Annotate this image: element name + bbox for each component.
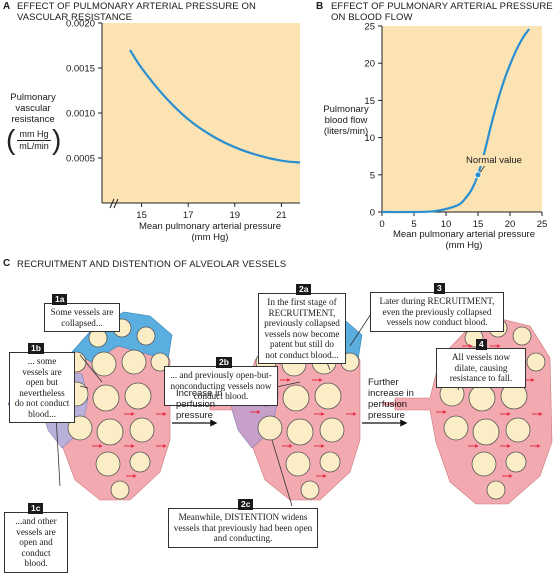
panel-b-ytick-label: 0 [370, 208, 375, 219]
callout-2a-text: In the first stage of RECRUITMENT, previ… [264, 297, 340, 360]
arrow-1-line3: pressure [176, 410, 213, 421]
callout-1b: ... some vessels are open but neverthele… [9, 352, 75, 423]
callout-1a-text: Some vessels are collapsed... [50, 307, 114, 328]
panel-b-ylabel-line2: blood flow [324, 115, 368, 126]
panel-b-ylabel: Pulmonary blood flow (liters/min) [318, 104, 374, 137]
badge-1c: 1c [28, 503, 44, 514]
callout-2c: Meanwhile, DISTENTION widens vessels tha… [168, 508, 318, 548]
arrow-1-line1: Increase in [176, 388, 223, 399]
panel-b-ytick-label: 15 [364, 96, 375, 107]
panel-b-ytick-label: 10 [364, 133, 375, 144]
panel-a-ytick-label: 0.0010 [66, 109, 95, 120]
panel-b-xlabel-line1: Mean pulmonary arterial pressure [392, 229, 536, 240]
panel-a-ylabel-line3: resistance [11, 114, 55, 125]
panel-b-letter: B [316, 1, 324, 12]
panel-a-xtick-label: 17 [183, 210, 194, 221]
badge-2a: 2a [296, 284, 312, 295]
arrow-2-line4: pressure [368, 410, 405, 421]
panel-b-ytick-label: 5 [370, 170, 375, 181]
panel-a-ytick-label: 0.0020 [66, 19, 95, 30]
flow-arrows-stage-1 [92, 412, 167, 478]
panel-a-title-line2: VASCULAR RESISTANCE [17, 12, 133, 23]
arrow-1-line2: perfusion [176, 399, 216, 410]
panel-a-letter: A [3, 1, 11, 12]
paren-left: ( [6, 124, 16, 155]
panel-b-plot-area [382, 26, 542, 212]
callout-3: Later during RECRUITMENT, even the previ… [370, 292, 504, 332]
callout-1c-text: ...and other vessels are open and conduc… [15, 516, 57, 568]
panel-a-plot-area [102, 23, 300, 203]
panel-a-xlabel-line2: (mm Hg) [191, 232, 229, 243]
panel-b-xtick-label: 25 [537, 219, 548, 230]
panel-a-chart: 0.0020 0.0015 0.0010 0.0005 15 17 19 21 [66, 19, 301, 221]
panel-a-xtick-label: 15 [136, 210, 147, 221]
panel-b-xtick-label: 5 [411, 219, 416, 230]
panel-b-title: EFFECT OF PULMONARY ARTERIAL PRESSURE ON… [331, 1, 553, 23]
panel-c-title: RECRUITMENT AND DISTENTION OF ALVEOLAR V… [17, 259, 287, 270]
panel-a-title: EFFECT OF PULMONARY ARTERIAL PRESSURE ON… [17, 1, 256, 23]
panel-a-xtick-label: 19 [229, 210, 240, 221]
panel-b-title-line1: EFFECT OF PULMONARY ARTERIAL PRESSURE [331, 1, 553, 12]
arrow-2-line3: perfusion [368, 399, 408, 410]
panel-c-letter: C [3, 258, 11, 269]
panel-b-xlabel-line2: (mm Hg) [445, 240, 483, 251]
arrow-2-line1: Further [368, 377, 399, 388]
panel-b-title-line2: ON BLOOD FLOW [331, 12, 413, 23]
panel-a-xtick-label: 21 [276, 210, 287, 221]
panel-b-xlabel: Mean pulmonary arterial pressure (mm Hg) [384, 229, 544, 251]
unit-denominator: mL/min [17, 140, 51, 152]
callout-2b: ... and previously open-but-nonconductin… [164, 366, 278, 406]
panel-a-xlabel: Mean pulmonary arterial pressure (mm Hg) [120, 221, 300, 243]
panel-b-ylabel-line3: (liters/min) [323, 126, 369, 137]
normal-value-label: Normal value [466, 155, 522, 166]
panel-b-ylabel-line1: Pulmonary [323, 104, 369, 115]
panel-a-title-line1: EFFECT OF PULMONARY ARTERIAL PRESSURE ON [17, 1, 256, 12]
panel-b-xtick-label: 20 [505, 219, 516, 230]
normal-value-point [474, 171, 482, 179]
panel-a-ylabel-line2: vascular [15, 103, 51, 114]
panel-a-ylabel: Pulmonary vascular resistance [2, 92, 64, 125]
panel-b-chart: 25 20 15 10 5 0 0 5 10 15 20 25 [364, 22, 548, 231]
badge-1a: 1a [52, 294, 68, 305]
badge-3: 3 [434, 283, 445, 294]
panel-a-ylabel-line1: Pulmonary [10, 92, 56, 103]
badge-2b: 2b [216, 357, 232, 368]
badge-2c: 2c [238, 499, 254, 510]
badge-4: 4 [476, 339, 487, 350]
arrow-2-line2: increase in [368, 388, 414, 399]
callout-2c-text: Meanwhile, DISTENTION widens vessels tha… [173, 512, 313, 543]
callout-2a: In the first stage of RECRUITMENT, previ… [258, 293, 346, 364]
panel-b-ytick-label: 25 [364, 22, 375, 33]
panel-b-xtick-label: 15 [473, 219, 484, 230]
panel-b-ytick-label: 20 [364, 59, 375, 70]
paren-right: ) [52, 124, 62, 155]
panel-a-xlabel-line1: Mean pulmonary arterial pressure [138, 221, 282, 232]
arrow-1-label: Increase in perfusion pressure [176, 388, 222, 421]
arrow-2-label: Further increase in perfusion pressure [368, 377, 414, 421]
badge-1b: 1b [28, 343, 44, 354]
unit-numerator: mm Hg [19, 129, 49, 139]
panel-b-xtick-label: 0 [379, 219, 384, 230]
callout-3-text: Later during RECRUITMENT, even the previ… [379, 296, 495, 327]
panel-a-resistance-curve [129, 49, 301, 164]
callout-1c: ...and other vessels are open and conduc… [4, 512, 68, 573]
callout-1b-text: ... some vessels are open but neverthele… [14, 356, 70, 419]
callout-1a: Some vessels are collapsed... [44, 303, 120, 332]
callout-4-text: All vessels now dilate, causing resistan… [449, 352, 513, 383]
panel-a-ytick-label: 0.0015 [66, 64, 95, 75]
panel-a-ylabel-units: ( mm Hg mL/min ) [4, 124, 62, 158]
callout-4: All vessels now dilate, causing resistan… [436, 348, 526, 388]
panel-a-ytick-label: 0.0005 [66, 154, 95, 165]
panel-b-xtick-label: 10 [441, 219, 452, 230]
panel-a-axis-break [109, 198, 119, 209]
callout-2b-text: ... and previously open-but-nonconductin… [170, 370, 272, 401]
